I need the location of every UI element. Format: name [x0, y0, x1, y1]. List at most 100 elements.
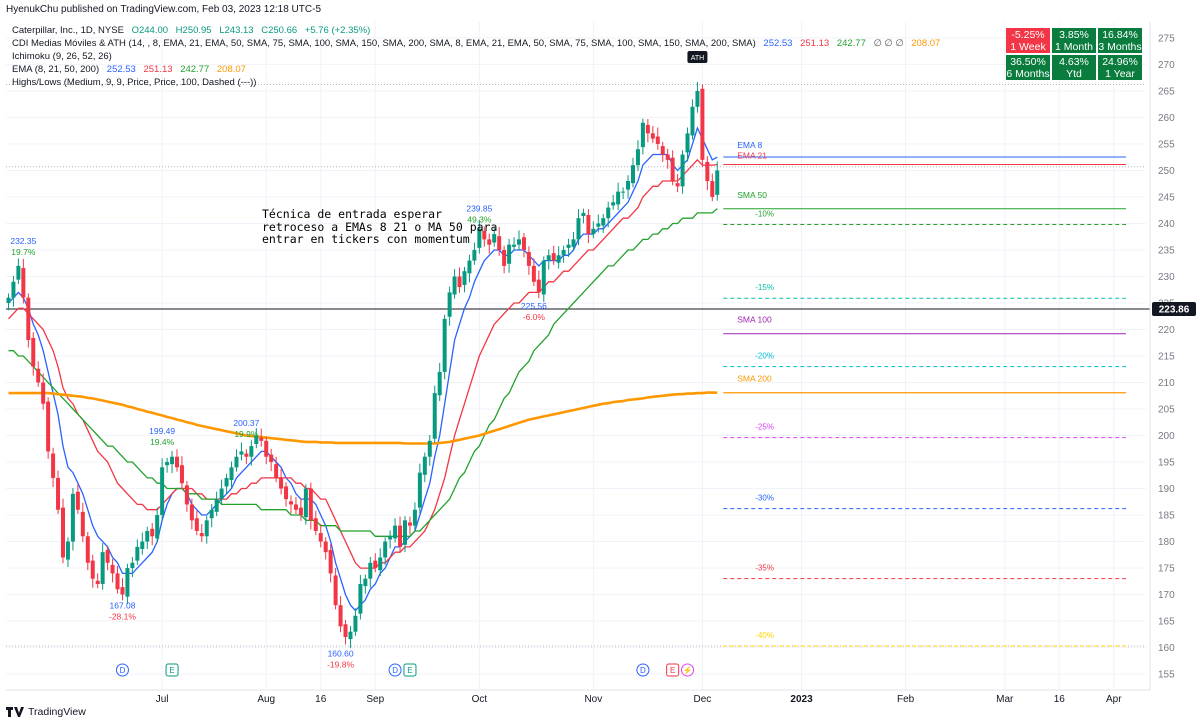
- candle-body: [403, 520, 407, 545]
- y-tick-label: 205: [1158, 405, 1175, 416]
- legend-ichimoku[interactable]: Ichimoku (9, 26, 52, 26): [12, 50, 940, 63]
- dividend-icon: [636, 663, 650, 677]
- candle-body: [690, 106, 695, 136]
- y-tick-label: 180: [1158, 537, 1175, 548]
- tradingview-logo[interactable]: TradingView: [6, 706, 86, 718]
- candle-body: [75, 491, 80, 510]
- y-tick-label: 255: [1158, 139, 1175, 150]
- event-marker-label: E: [670, 666, 675, 675]
- ma-reference-label: SMA 50: [737, 190, 767, 200]
- legend-ema[interactable]: EMA (8, 21, 50, 200) 252.53 251.13 242.7…: [12, 63, 940, 76]
- candle-body: [90, 560, 95, 579]
- candle-body: [155, 515, 160, 539]
- legend-cdi[interactable]: CDI Medias Móviles & ATH (14, , 8, EMA, …: [12, 37, 940, 50]
- ma-reference-label: EMA 21: [737, 150, 767, 160]
- candle-body: [353, 615, 358, 632]
- candle-body: [135, 546, 140, 561]
- grid-lines: [6, 22, 1146, 690]
- performance-table: -5.25% 1 Week 3.85% 1 Month 16.84% 3 Months…: [1004, 26, 1144, 82]
- candle-body: [467, 260, 472, 274]
- candle-body: [442, 318, 447, 372]
- ma-reference-label: SMA 200: [737, 374, 772, 384]
- candle-body: [417, 472, 422, 508]
- candle-body: [298, 507, 303, 516]
- retracement-label: -40%: [755, 631, 774, 640]
- candle-body: [581, 212, 586, 217]
- candle-body: [313, 518, 318, 531]
- symbol-label[interactable]: Caterpillar, Inc., 1D, NYSE: [12, 25, 124, 36]
- candle-body: [655, 136, 660, 144]
- perf-ytd: 4.63% Ytd: [1052, 55, 1096, 80]
- cdi-label[interactable]: CDI Medias Móviles & ATH (14, , 8, EMA, …: [12, 38, 756, 49]
- candle-body: [378, 557, 383, 571]
- event-marker-label: E: [169, 666, 174, 675]
- candle-body: [293, 504, 298, 510]
- legend-main[interactable]: Caterpillar, Inc., 1D, NYSE O244.00 H250…: [12, 24, 940, 37]
- cdi-v5: 208.07: [911, 38, 941, 49]
- ema-label[interactable]: EMA (8, 21, 50, 200): [12, 64, 100, 75]
- candle-body: [412, 509, 417, 526]
- publish-line: HyenukChu published on TradingView.com, …: [6, 4, 322, 15]
- candle-body: [427, 440, 432, 457]
- pivot-pct-label: 19.7%: [11, 247, 36, 257]
- legend: Caterpillar, Inc., 1D, NYSE O244.00 H250…: [12, 24, 940, 89]
- candle-body: [482, 230, 487, 240]
- candle-body: [179, 465, 184, 484]
- x-tick-label: Jul: [156, 694, 169, 705]
- candle-body: [219, 488, 224, 500]
- ma-reference-label: SMA 100: [737, 315, 772, 325]
- candle-body: [348, 631, 353, 640]
- pivot-price-label: 200.37: [233, 418, 259, 428]
- ma-line: [8, 391, 718, 445]
- ichimoku-label[interactable]: Ichimoku (9, 26, 52, 26): [12, 51, 112, 62]
- x-tick-label: 16: [315, 694, 327, 705]
- perf-6-months: 36.50% 6 Months: [1006, 55, 1050, 80]
- retracement-label: -25%: [755, 423, 774, 432]
- candle-body: [601, 218, 606, 226]
- candle-body: [487, 239, 492, 245]
- y-tick-label: 265: [1158, 86, 1175, 97]
- candle-body: [685, 133, 690, 153]
- candle-body: [65, 541, 70, 560]
- candle-body: [284, 486, 289, 500]
- candle-body: [541, 260, 546, 295]
- candle-body: [606, 207, 611, 219]
- candle-body: [477, 228, 482, 248]
- candle-body: [586, 214, 591, 235]
- candle-body: [274, 464, 279, 478]
- chart-annotation[interactable]: Técnica de entrada esperar retroceso a E…: [262, 207, 498, 246]
- candle-body: [21, 267, 26, 298]
- dividend-icon: [115, 663, 129, 677]
- ath-badge: [687, 51, 708, 64]
- candle-body: [566, 244, 571, 248]
- event-markers[interactable]: D E D E D E ⚡: [115, 663, 695, 677]
- x-tick-label: Apr: [1106, 694, 1122, 705]
- x-tick-label: Nov: [584, 694, 602, 705]
- y-tick-label: 190: [1158, 484, 1175, 495]
- axes: 155 160 165 170 175 180 185 190 195 200 205 210 215 2…: [6, 22, 1196, 705]
- performance-row: -5.25% 1 Week 3.85% 1 Month 16.84% 3 Months: [1006, 28, 1142, 53]
- candle-body: [333, 575, 338, 606]
- candle-body: [571, 239, 576, 247]
- candle-body: [105, 550, 110, 563]
- cdi-v3: 242.77: [836, 38, 866, 49]
- candle-body: [507, 244, 512, 264]
- performance-row: 36.50% 6 Months 4.63% Ytd 24.96% 1 Year: [1006, 55, 1142, 80]
- candle-body: [700, 88, 705, 160]
- candle-body: [472, 249, 477, 261]
- legend-highslows[interactable]: Highs/Lows (Medium, 9, 9, Price, Price, …: [12, 76, 940, 89]
- candle-body: [660, 146, 665, 155]
- ma-reference-label: EMA 8: [737, 140, 762, 150]
- cdi-v2: 251.13: [800, 38, 830, 49]
- candle-body: [492, 234, 497, 243]
- candle-body: [398, 525, 403, 547]
- candle-body: [457, 276, 462, 288]
- y-tick-label: 260: [1158, 113, 1175, 124]
- highslows-label[interactable]: Highs/Lows (Medium, 9, 9, Price, Price, …: [12, 77, 257, 88]
- y-tick-label: 185: [1158, 511, 1175, 522]
- candle-body: [165, 462, 170, 466]
- y-tick-label: 210: [1158, 378, 1175, 389]
- retracement-label: -20%: [755, 352, 774, 361]
- candle-body: [56, 477, 61, 510]
